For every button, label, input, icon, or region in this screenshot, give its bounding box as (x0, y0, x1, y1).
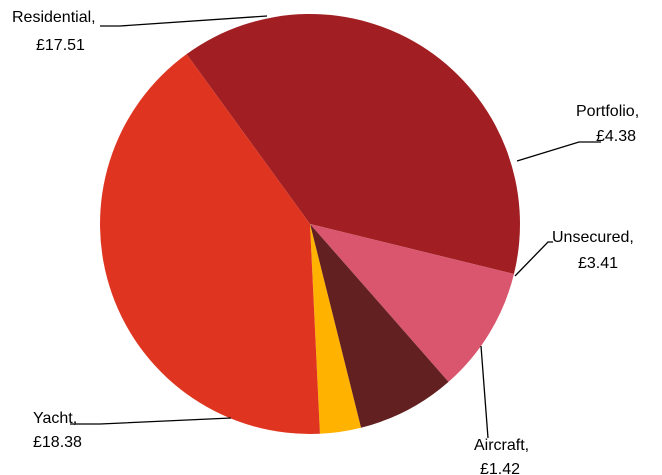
leader-lines (70, 15, 601, 439)
label-portfolio-value: £4.38 (596, 128, 636, 145)
leader-line-residential (100, 15, 268, 27)
slice-portfolio (310, 224, 514, 382)
leader-line-yacht (70, 417, 232, 425)
leader-line-portfolio (516, 141, 601, 162)
label-portfolio-name: Portfolio, (576, 103, 639, 120)
label-aircraft-name: Aircraft, (474, 437, 529, 454)
leader-line-unsecured (514, 241, 553, 277)
label-yacht-value: £18.38 (33, 434, 82, 451)
label-yacht-name: Yacht, (33, 410, 77, 427)
leader-line-aircraft (480, 345, 489, 439)
label-residential-name: Residential, (12, 9, 96, 26)
label-unsecured-name: Unsecured, (552, 229, 634, 246)
pie-slices (100, 14, 520, 434)
data-labels: Residential, £17.51 Portfolio, £4.38 Unsecur… (12, 9, 639, 475)
slice-aircraft (310, 224, 361, 434)
label-residential-value: £17.51 (36, 37, 85, 54)
slice-yacht (100, 54, 320, 434)
label-aircraft-value: £1.42 (480, 461, 520, 475)
slice-residential (186, 14, 520, 274)
label-unsecured-value: £3.41 (578, 255, 618, 272)
slice-unsecured (310, 224, 449, 428)
